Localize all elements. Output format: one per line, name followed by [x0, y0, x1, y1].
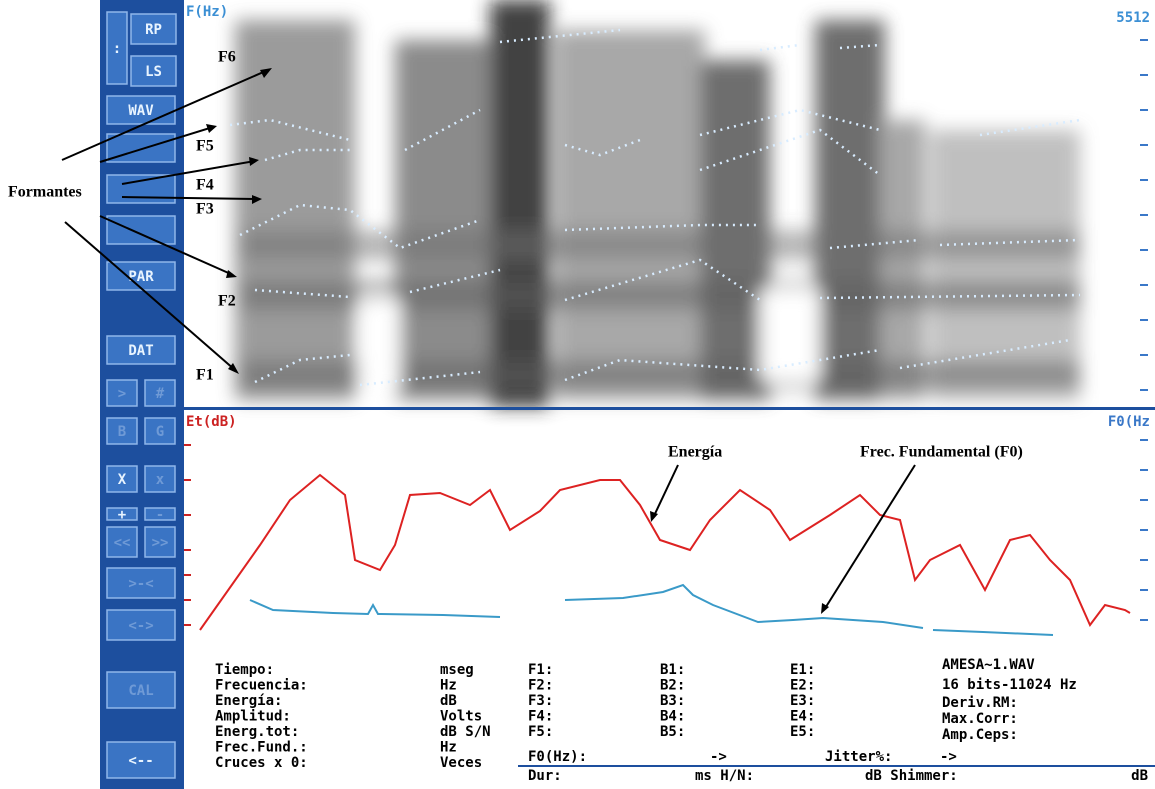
button-label[interactable]: <->: [128, 618, 153, 634]
formant-label: F4: [196, 177, 214, 194]
button[interactable]: [107, 175, 175, 203]
info-text: Energía:: [215, 693, 282, 709]
info-text: Dur:: [528, 768, 562, 784]
button-label[interactable]: PAR: [128, 269, 154, 285]
info-text: Tiempo:: [215, 662, 274, 678]
button-label[interactable]: >>: [152, 535, 169, 551]
info-text: mseg: [440, 662, 474, 678]
energy-line: [200, 475, 1130, 630]
info-text: Hz: [440, 678, 457, 694]
info-text: F2:: [528, 678, 553, 694]
info-text: E1:: [790, 662, 815, 678]
info-text: Amplitud:: [215, 709, 291, 725]
annotation: Energía: [668, 444, 722, 461]
f0-line: [250, 585, 1053, 635]
info-text: F0(Hz):: [528, 749, 587, 765]
formant-label: F1: [196, 367, 214, 384]
button-label[interactable]: WAV: [128, 103, 154, 119]
info-text: B3:: [660, 693, 685, 709]
info-text: Veces: [440, 755, 482, 771]
screen: F(Hz) 5512 Et(dB) F0(Hz Tiempo: mseg Frecu…: [0, 0, 1155, 789]
info-text: Hz: [440, 740, 457, 756]
info-text: Max.Corr:: [942, 711, 1018, 727]
info-text: B5:: [660, 724, 685, 740]
annotation: Formantes: [8, 184, 82, 201]
button[interactable]: [107, 134, 175, 162]
info-text: ->: [710, 749, 727, 765]
button-label[interactable]: RP: [145, 22, 162, 38]
button-label[interactable]: X: [118, 472, 127, 488]
info-text: dB Shimmer:: [865, 768, 958, 784]
info-text: B1:: [660, 662, 685, 678]
info-text: E4:: [790, 709, 815, 725]
divider: [184, 407, 1155, 410]
info-text: Energ.tot:: [215, 724, 299, 740]
button-label[interactable]: -: [156, 507, 164, 523]
info-text: Deriv.RM:: [942, 695, 1018, 711]
info-text: F5:: [528, 724, 553, 740]
info-text: dB: [1131, 768, 1148, 784]
info-text: E3:: [790, 693, 815, 709]
annotation: Frec. Fundamental (F0): [860, 444, 1023, 461]
info-text: dB S/N: [440, 724, 491, 740]
button-label[interactable]: DAT: [128, 343, 153, 359]
info-text: Frec.Fund.:: [215, 740, 308, 756]
right-label: F0(Hz: [1108, 414, 1150, 430]
info-text: B4:: [660, 709, 685, 725]
info-text: ->: [940, 749, 957, 765]
button-label[interactable]: G: [156, 424, 164, 440]
info-text: ms H/N:: [695, 768, 754, 784]
formant-label: F5: [196, 138, 214, 155]
button-label[interactable]: <--: [128, 753, 153, 769]
left-label: Et(dB): [186, 414, 237, 430]
formant-label: F2: [218, 293, 236, 310]
button[interactable]: [107, 216, 175, 244]
info-text: Amp.Ceps:: [942, 727, 1018, 743]
info-text: Jitter%:: [825, 749, 892, 765]
formant-label: F6: [218, 49, 236, 66]
info-text: F3:: [528, 693, 553, 709]
info-text: E2:: [790, 678, 815, 694]
info-text: B2:: [660, 678, 685, 694]
info-text: AMESA~1.WAV: [942, 657, 1035, 673]
button-label[interactable]: :: [113, 41, 121, 57]
button-label[interactable]: B: [118, 424, 126, 440]
max-label: 5512: [1116, 10, 1150, 26]
info-text: Cruces x 0:: [215, 755, 308, 771]
info-text: E5:: [790, 724, 815, 740]
button-label[interactable]: >-<: [128, 576, 153, 592]
info-text: F1:: [528, 662, 553, 678]
info-text: Volts: [440, 709, 482, 725]
info-text: dB: [440, 693, 457, 709]
button-label[interactable]: <<: [114, 535, 131, 551]
button-label[interactable]: +: [118, 507, 126, 523]
info-text: 16 bits-11024 Hz: [942, 677, 1077, 693]
button-label[interactable]: CAL: [128, 683, 153, 699]
button-label[interactable]: x: [156, 472, 165, 488]
info-text: Frecuencia:: [215, 678, 308, 694]
button-label[interactable]: LS: [145, 64, 162, 80]
formant-label: F3: [196, 201, 214, 218]
axis-label: F(Hz): [186, 4, 228, 20]
info-text: F4:: [528, 709, 553, 725]
spectrogram: F(Hz) 5512: [184, 0, 1155, 407]
button-label[interactable]: >: [118, 386, 126, 402]
button-label[interactable]: #: [156, 386, 165, 402]
